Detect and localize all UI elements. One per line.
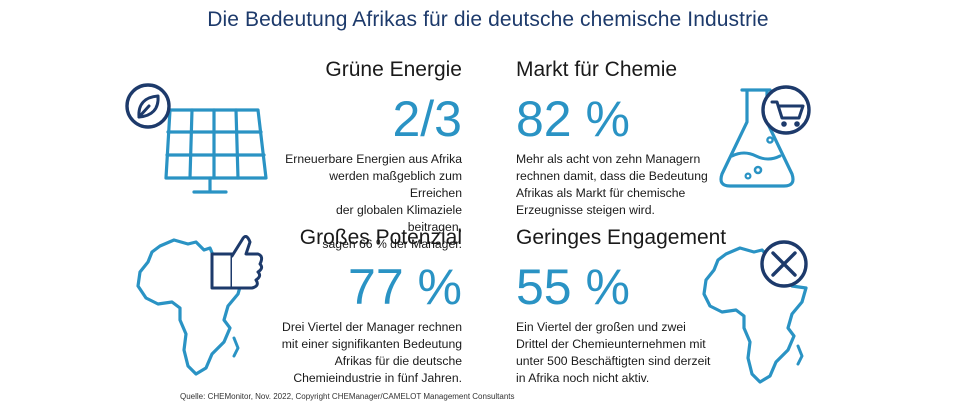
card-heading: Grüne Energie bbox=[325, 58, 462, 81]
card-potential: Großes Potenzial 77 % Drei Viertel der M… bbox=[270, 226, 462, 387]
card-description: Ein Viertel der großen und zwei Drittel … bbox=[516, 320, 711, 385]
card-description: Mehr als acht von zehn Managern rechnen … bbox=[516, 152, 708, 217]
card-description: Erneuerbare Energien aus Afrika werden m… bbox=[285, 152, 462, 251]
solar-panel-leaf-icon bbox=[125, 83, 268, 194]
card-value: 82 % bbox=[516, 91, 630, 147]
card-value: 55 % bbox=[516, 259, 630, 315]
africa-thumbs-up-icon bbox=[136, 235, 264, 376]
africa-x-icon bbox=[702, 240, 808, 384]
card-heading: Großes Potenzial bbox=[299, 226, 462, 249]
card-description: Drei Viertel der Manager rechnen mit ein… bbox=[281, 320, 462, 385]
card-green-energy: Grüne Energie 2/3 Erneuerbare Energien a… bbox=[280, 58, 462, 253]
card-engagement: Geringes Engagement 55 % Ein Viertel der… bbox=[516, 226, 736, 387]
page-title: Die Bedeutung Afrikas für die deutsche c… bbox=[207, 8, 769, 31]
card-heading: Geringes Engagement bbox=[516, 226, 727, 249]
card-value: 2/3 bbox=[392, 91, 462, 147]
card-heading: Markt für Chemie bbox=[516, 58, 678, 81]
source-note: Quelle: CHEMonitor, Nov. 2022, Copyright… bbox=[180, 392, 515, 401]
flask-cart-icon bbox=[719, 85, 811, 188]
card-chem-market: Markt für Chemie 82 % Mehr als acht von … bbox=[516, 58, 726, 219]
card-value: 77 % bbox=[348, 259, 462, 315]
